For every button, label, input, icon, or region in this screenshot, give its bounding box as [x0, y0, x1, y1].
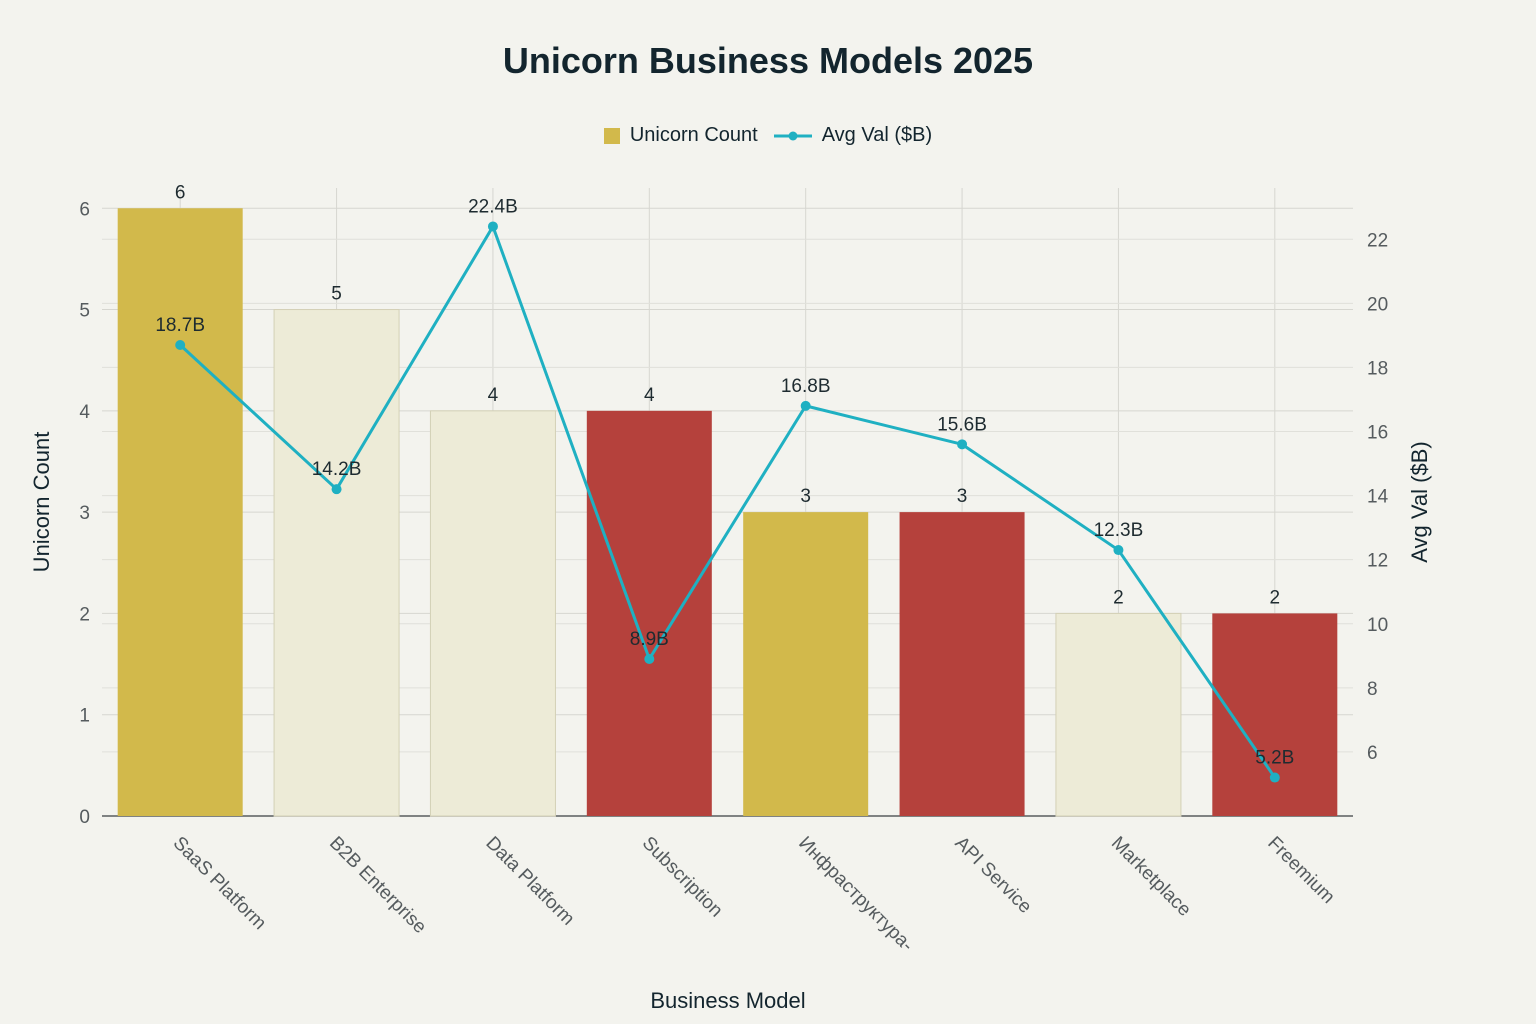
- bar-value-label: 4: [488, 385, 499, 406]
- line-value-label: 15.6B: [937, 414, 987, 435]
- y2-tick-label: 22: [1367, 230, 1388, 251]
- bar-6: [899, 512, 1025, 816]
- y-tick-label: 2: [79, 604, 90, 625]
- bar-value-label: 6: [175, 182, 186, 203]
- legend-item-bars[interactable]: Unicorn Count: [603, 124, 758, 147]
- avg-val-point: [800, 400, 811, 411]
- y-tick-label: 5: [79, 301, 90, 322]
- y2-tick-label: 20: [1367, 294, 1388, 315]
- avg-val-point: [957, 439, 968, 450]
- avg-val-point: [331, 484, 342, 495]
- legend-item-line[interactable]: Avg Val ($B): [773, 124, 933, 147]
- bar-3: [429, 410, 556, 817]
- bar-2: [273, 309, 400, 817]
- line-value-label: 16.8B: [781, 376, 831, 397]
- y2-tick-label: 10: [1367, 615, 1388, 636]
- x-tick-label: Marketplace: [1107, 833, 1195, 921]
- x-tick-label: Freemium: [1263, 833, 1338, 908]
- line-value-label: 5.2B: [1255, 748, 1294, 769]
- y-tick-label: 3: [79, 503, 90, 524]
- legend-swatch-bars: [603, 127, 620, 144]
- bar-1: [117, 208, 243, 817]
- x-tick-label: API Service: [951, 833, 1036, 918]
- bar-value-label: 3: [957, 486, 968, 507]
- chart-title: Unicorn Business Models 2025: [502, 40, 1034, 81]
- y2-tick-label: 18: [1367, 358, 1388, 379]
- line-value-label: 18.7B: [155, 315, 205, 336]
- legend-line-swatch: [773, 131, 812, 140]
- y-axis-title: Unicorn Count: [29, 432, 54, 573]
- y2-tick-label: 16: [1367, 423, 1388, 444]
- y2-tick-label: 14: [1367, 487, 1389, 508]
- bar-value-label: 4: [644, 385, 655, 406]
- avg-val-point: [1269, 772, 1280, 783]
- x-tick-label: Subscription: [638, 833, 727, 922]
- line-value-label: 12.3B: [1094, 520, 1144, 541]
- x-tick-label: Data Platform: [481, 833, 578, 930]
- bar-4: [586, 410, 712, 816]
- legend-label-bars: Unicorn Count: [629, 124, 758, 146]
- avg-val-line: [179, 224, 1277, 779]
- legend-label-line: Avg Val ($B): [821, 124, 933, 146]
- x-axis-title: Business Model: [650, 988, 805, 1013]
- line-value-label: 8.9B: [630, 629, 669, 650]
- line-value-label: 22.4B: [468, 196, 518, 217]
- legend: Unicorn Count Avg Val ($B): [0, 124, 1536, 147]
- bar-value-label: 5: [331, 284, 342, 305]
- y-tick-label: 1: [79, 706, 90, 727]
- avg-val-point: [487, 221, 498, 232]
- bar-value-label: 3: [800, 486, 811, 507]
- bar-value-label: 2: [1113, 587, 1124, 608]
- bar-7: [1055, 612, 1182, 817]
- avg-val-point: [644, 654, 655, 664]
- y-tick-label: 0: [79, 807, 90, 828]
- y2-tick-label: 12: [1367, 551, 1388, 572]
- x-tick-label: Инфраструктура-: [794, 833, 917, 956]
- x-tick-label: SaaS Platform: [169, 833, 270, 934]
- y-tick-label: 4: [79, 402, 90, 423]
- bar-5: [743, 512, 869, 816]
- y2-axis-title: Avg Val ($B): [1407, 441, 1432, 562]
- avg-val-point: [175, 340, 186, 350]
- y2-tick-label: 6: [1367, 743, 1378, 764]
- y-tick-label: 6: [79, 199, 90, 220]
- avg-val-point: [1113, 545, 1124, 556]
- line-value-label: 14.2B: [312, 459, 362, 480]
- y2-tick-label: 8: [1367, 679, 1378, 700]
- x-tick-label: B2B Enterprise: [325, 833, 430, 938]
- bar-value-label: 2: [1270, 587, 1281, 608]
